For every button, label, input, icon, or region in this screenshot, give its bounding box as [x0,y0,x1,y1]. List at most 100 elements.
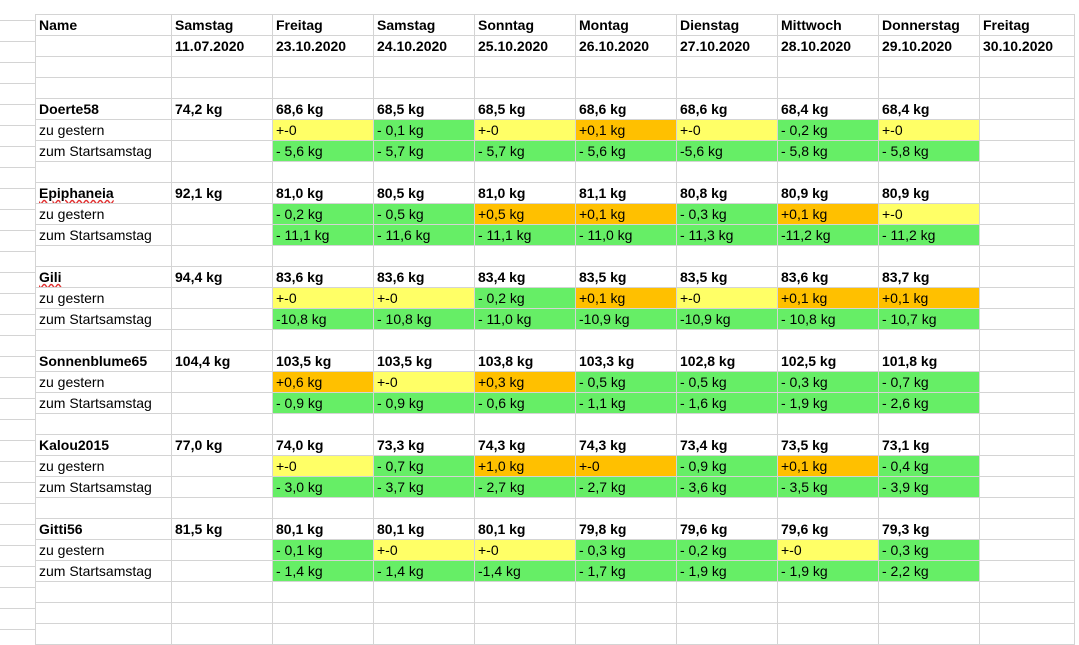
empty-cell[interactable] [171,77,273,99]
daily-weight[interactable]: 68,4 kg [878,98,980,120]
empty-cell[interactable] [878,329,980,351]
total-change[interactable]: -10,9 kg [676,308,778,330]
daily-change[interactable]: - 0,7 kg [373,455,475,477]
total-change[interactable]: - 1,1 kg [575,392,677,414]
empty-cell[interactable] [35,497,172,519]
total-change[interactable]: - 1,6 kg [676,392,778,414]
empty-cell[interactable] [878,77,980,99]
daily-weight[interactable]: 79,6 kg [676,518,778,540]
daily-weight[interactable]: 73,5 kg [777,434,879,456]
date-header[interactable]: 27.10.2020 [676,35,778,57]
daily-change[interactable]: - 0,1 kg [373,119,475,141]
daily-change[interactable]: +0,1 kg [575,119,677,141]
empty-cell[interactable] [171,161,273,183]
empty-cell[interactable] [35,245,172,267]
empty-cell[interactable] [171,329,273,351]
daily-change[interactable]: +1,0 kg [474,455,576,477]
empty-cell[interactable] [272,245,374,267]
empty-cell[interactable] [373,623,475,645]
total-change[interactable]: - 1,4 kg [272,560,374,582]
daily-weight[interactable]: 79,3 kg [878,518,980,540]
total-change[interactable]: -10,8 kg [272,308,374,330]
daily-change[interactable]: - 0,3 kg [777,371,879,393]
empty-cell[interactable] [979,245,1075,267]
empty-cell[interactable] [575,77,677,99]
empty-cell[interactable] [777,329,879,351]
empty-cell[interactable] [979,287,1075,309]
empty-cell[interactable] [272,581,374,603]
total-change[interactable]: - 2,2 kg [878,560,980,582]
daily-weight[interactable]: 74,3 kg [575,434,677,456]
daily-weight[interactable]: 80,1 kg [373,518,475,540]
person-name[interactable]: Epiphaneia [35,182,172,204]
empty-cell[interactable] [35,161,172,183]
empty-cell[interactable] [272,56,374,78]
daily-change[interactable]: - 0,1 kg [272,539,374,561]
empty-cell[interactable] [979,581,1075,603]
daily-weight[interactable]: 81,1 kg [575,182,677,204]
total-change[interactable]: - 10,8 kg [777,308,879,330]
total-change[interactable]: - 1,9 kg [777,560,879,582]
daily-weight[interactable]: 73,1 kg [878,434,980,456]
daily-change[interactable]: +-0 [272,455,374,477]
day-header[interactable]: Sonntag [474,14,576,36]
total-change[interactable]: -11,2 kg [777,224,879,246]
empty-cell[interactable] [979,623,1075,645]
total-change[interactable]: -1,4 kg [474,560,576,582]
daily-change[interactable]: - 0,2 kg [777,119,879,141]
day-header[interactable]: Samstag [171,14,273,36]
empty-cell[interactable] [373,497,475,519]
daily-weight[interactable]: 83,4 kg [474,266,576,288]
empty-cell[interactable] [272,497,374,519]
empty-cell[interactable] [373,602,475,624]
empty-cell[interactable] [979,56,1075,78]
daily-weight[interactable]: 83,6 kg [777,266,879,288]
empty-cell[interactable] [979,182,1075,204]
empty-cell[interactable] [979,140,1075,162]
empty-cell[interactable] [171,560,273,582]
person-name[interactable]: Gitti56 [35,518,172,540]
daily-change[interactable]: +0,6 kg [272,371,374,393]
daily-weight[interactable]: 81,0 kg [474,182,576,204]
start-weight[interactable]: 74,2 kg [171,98,273,120]
start-weight[interactable]: 104,4 kg [171,350,273,372]
empty-cell[interactable] [171,224,273,246]
daily-weight[interactable]: 103,8 kg [474,350,576,372]
daily-weight[interactable]: 83,6 kg [272,266,374,288]
total-change[interactable]: - 1,9 kg [777,392,879,414]
daily-change[interactable]: +0,1 kg [777,203,879,225]
daily-change[interactable]: - 0,4 kg [878,455,980,477]
empty-cell[interactable] [878,581,980,603]
total-change[interactable]: - 3,9 kg [878,476,980,498]
empty-cell[interactable] [878,497,980,519]
daily-change[interactable]: +0,1 kg [777,455,879,477]
empty-cell[interactable] [272,413,374,435]
total-change[interactable]: - 5,6 kg [272,140,374,162]
daily-change[interactable]: - 0,7 kg [878,371,980,393]
total-change[interactable]: - 10,7 kg [878,308,980,330]
day-header[interactable]: Freitag [272,14,374,36]
daily-weight[interactable]: 103,5 kg [272,350,374,372]
daily-weight[interactable]: 83,5 kg [575,266,677,288]
empty-cell[interactable] [878,602,980,624]
empty-cell[interactable] [171,371,273,393]
empty-cell[interactable] [171,539,273,561]
empty-cell[interactable] [474,245,576,267]
empty-cell[interactable] [171,623,273,645]
total-change[interactable]: - 1,9 kg [676,560,778,582]
empty-cell[interactable] [979,413,1075,435]
total-label[interactable]: zum Startsamstag [35,392,172,414]
empty-cell[interactable] [979,497,1075,519]
empty-cell[interactable] [676,413,778,435]
empty-cell[interactable] [676,77,778,99]
total-label[interactable]: zum Startsamstag [35,308,172,330]
empty-cell[interactable] [979,539,1075,561]
empty-cell[interactable] [676,497,778,519]
empty-cell[interactable] [878,245,980,267]
daily-change[interactable]: +0,3 kg [474,371,576,393]
daily-change[interactable]: +0,1 kg [878,287,980,309]
daily-change[interactable]: - 0,2 kg [272,203,374,225]
daily-change[interactable]: +-0 [575,455,677,477]
total-change[interactable]: - 2,7 kg [575,476,677,498]
empty-cell[interactable] [272,77,374,99]
